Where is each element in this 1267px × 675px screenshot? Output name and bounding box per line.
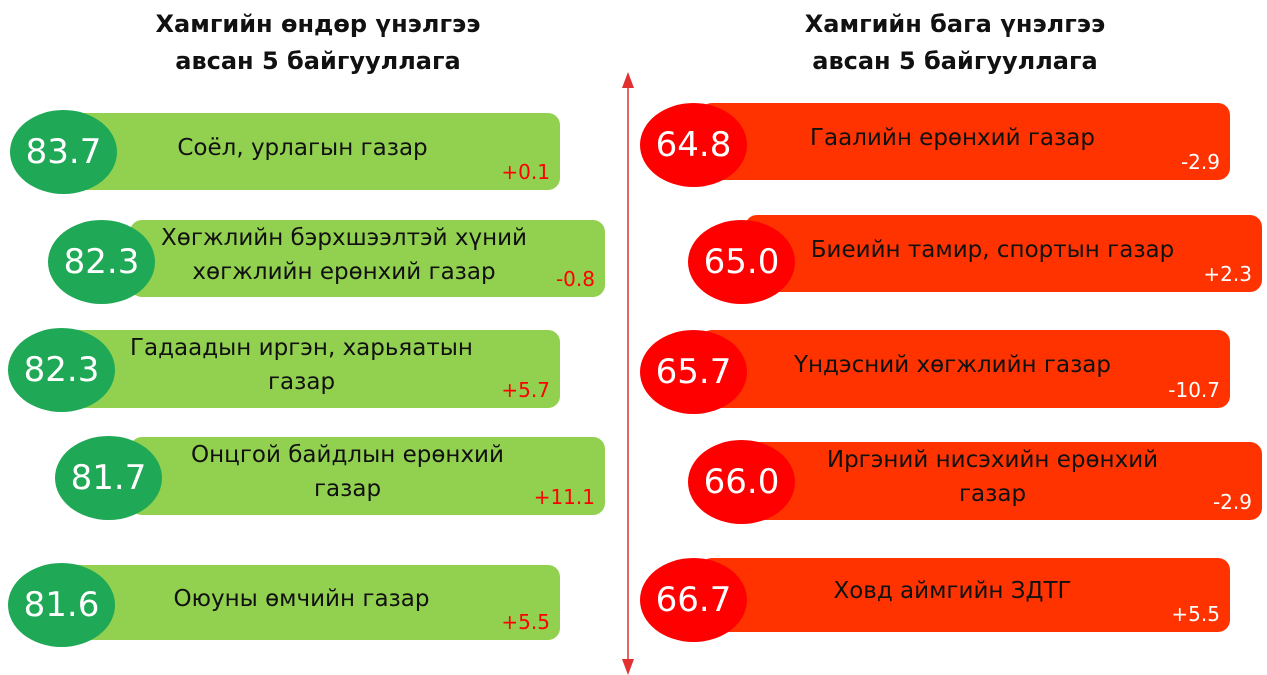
item-bar [130, 437, 605, 515]
name-line: Гадаадын иргэн, харьяатын [130, 335, 473, 361]
item-name: Онцгой байдлын ерөнхий газар [160, 438, 535, 506]
change-label: +2.3 [1203, 262, 1252, 286]
score-circle: 83.7 [10, 110, 117, 194]
score-circle: 82.3 [8, 328, 115, 412]
change-label: -10.7 [1168, 378, 1220, 402]
change-label: +5.5 [501, 610, 550, 634]
score-circle: 82.3 [48, 220, 155, 304]
score-circle: 66.7 [640, 558, 747, 642]
item-bar [700, 558, 1230, 632]
title-line: Хамгийн өндөр үнэлгээ [155, 10, 481, 38]
score-circle: 65.0 [688, 220, 795, 304]
item-bar [700, 330, 1230, 408]
item-name: Ховд аймгийн ЗДТГ [745, 574, 1160, 608]
item-name: Соёл, урлагын газар [115, 131, 490, 165]
item-bar [40, 565, 560, 640]
score-circle: 81.7 [55, 436, 162, 520]
name-line: Гаалийн ерөнхий газар [810, 124, 1095, 151]
title-line: авсан 5 байгууллага [812, 47, 1098, 75]
item-name: Иргэний нисэхийн ерөнхий газар [793, 443, 1192, 511]
change-label: +5.5 [1171, 602, 1220, 626]
score-circle: 64.8 [640, 103, 747, 187]
change-label: -2.9 [1180, 150, 1220, 174]
score-circle: 65.7 [640, 330, 747, 414]
name-line: газар [958, 481, 1027, 507]
name-line: Иргэний нисэхийн ерөнхий [826, 447, 1159, 473]
item-name: Оюуны өмчийн газар [113, 582, 490, 616]
score-circle: 81.6 [8, 563, 115, 647]
left-title: Хамгийн өндөр үнэлгээ авсан 5 байгууллага [68, 6, 568, 80]
name-line: Ховд аймгийн ЗДТГ [833, 578, 1072, 604]
score-circle: 66.0 [688, 440, 795, 524]
change-label: +11.1 [533, 485, 595, 509]
name-line: Биеийн тамир, спортын газар [810, 236, 1175, 263]
item-name: Биеийн тамир, спортын газар [793, 233, 1192, 267]
item-name: Гадаадын иргэн, харьяатын газар [113, 331, 490, 399]
name-line: Оюуны өмчийн газар [173, 585, 430, 612]
item-bar [700, 103, 1230, 180]
change-label: +5.7 [501, 378, 550, 402]
name-line: хөгжлийн ерөнхий газар [192, 258, 496, 285]
item-bar [745, 442, 1262, 520]
item-name: Гаалийн ерөнхий газар [745, 121, 1160, 155]
item-name: Үндэсний хөгжлийн газар [745, 348, 1160, 382]
item-bar [40, 330, 560, 408]
title-line: Хамгийн бага үнэлгээ [804, 10, 1106, 38]
name-line: Онцгой байдлын ерөнхий [191, 442, 504, 468]
name-line: Соёл, урлагын газар [177, 134, 428, 161]
name-line: Хөгжлийн бэрхшээлтэй хүний [160, 224, 528, 251]
item-bar [745, 215, 1262, 292]
name-line: газар [313, 476, 382, 502]
title-line: авсан 5 байгууллага [175, 47, 461, 75]
change-label: +0.1 [501, 160, 550, 184]
change-label: -2.9 [1212, 490, 1252, 514]
name-line: газар [267, 369, 336, 395]
change-label: -0.8 [555, 267, 595, 291]
item-bar [130, 220, 605, 297]
item-bar [40, 113, 560, 190]
name-line: Үндэсний хөгжлийн газар [793, 352, 1112, 378]
right-title: Хамгийн бага үнэлгээ авсан 5 байгууллага [705, 6, 1205, 80]
item-name: Хөгжлийн бэрхшээлтэй хүний хөгжлийн ерөнх… [153, 221, 535, 289]
